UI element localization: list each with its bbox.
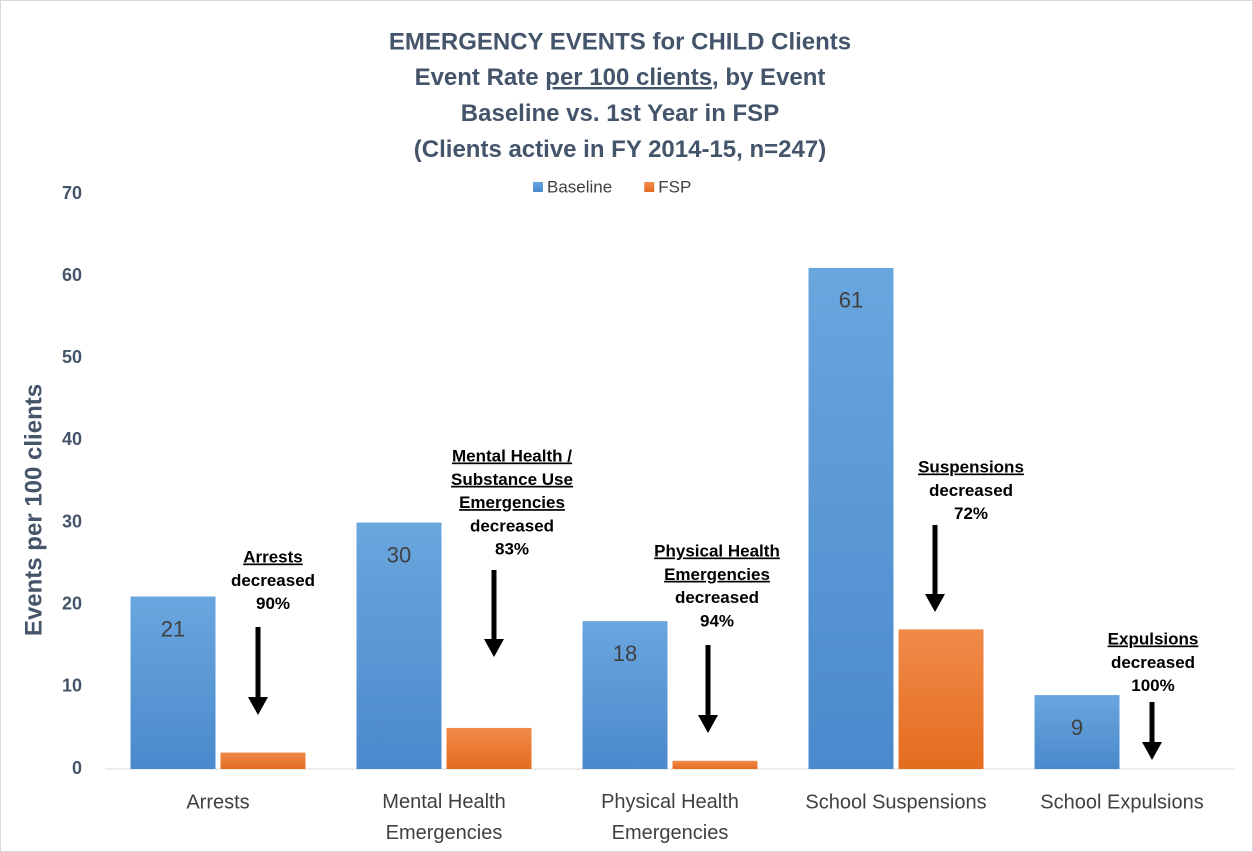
chart-subtitle: (Clients active in FY 2014-15, n=247) xyxy=(414,136,826,163)
value-label: 21 xyxy=(161,616,185,641)
annotation-text: Suspensions xyxy=(918,457,1024,476)
annotation-text: decreased xyxy=(1111,653,1195,672)
annotation-text: 100% xyxy=(1131,676,1174,695)
annotation-text: 83% xyxy=(495,540,529,559)
bar xyxy=(130,596,216,769)
annotation-text: decreased xyxy=(470,516,554,535)
annotation-arrowhead xyxy=(484,639,504,657)
subtitle-part: Event Rate xyxy=(415,64,546,91)
y-axis-label: Events per 100 clients xyxy=(20,384,47,636)
annotation-text: Arrests xyxy=(243,547,303,566)
bar xyxy=(808,267,894,769)
subtitle-part: (Clients active in FY 2014-15, n=247) xyxy=(414,136,826,163)
x-tick-line: Emergencies xyxy=(612,822,729,844)
subtitle-part: Baseline vs. 1st Year in FSP xyxy=(461,100,779,127)
annotation-text: Emergencies xyxy=(664,565,770,584)
legend-label: FSP xyxy=(658,177,691,196)
y-tick-label: 30 xyxy=(62,511,82,531)
annotation-arrowhead xyxy=(698,715,718,733)
bar xyxy=(582,621,668,769)
bar xyxy=(446,727,532,769)
y-tick-label: 70 xyxy=(62,183,82,203)
x-tick-label: School Suspensions xyxy=(805,791,986,813)
annotation-text: 72% xyxy=(954,504,988,523)
annotation-text: decreased xyxy=(675,588,759,607)
x-tick-label: Mental Health Emergencies xyxy=(382,791,505,844)
annotation-text: decreased xyxy=(231,571,315,590)
value-label: 61 xyxy=(839,288,863,313)
x-tick-line: Emergencies xyxy=(386,822,503,844)
annotation-text: decreased xyxy=(929,481,1013,500)
chart-title: EMERGENCY EVENTS for CHILD Clients xyxy=(389,28,851,55)
x-tick-line: Physical Health xyxy=(601,791,739,813)
annotation-arrowhead xyxy=(248,697,268,715)
y-tick-label: 10 xyxy=(62,676,82,696)
chart-subtitle: Baseline vs. 1st Year in FSP xyxy=(461,100,779,127)
value-label: 18 xyxy=(613,641,637,666)
annotation-text: Mental Health / xyxy=(452,446,572,465)
legend-swatch xyxy=(644,182,655,192)
bar xyxy=(898,629,984,769)
chart-subtitle: Event Rate per 100 clients, by Event xyxy=(415,64,826,91)
annotation-text: 90% xyxy=(256,594,290,613)
y-tick-label: 60 xyxy=(62,265,82,285)
x-tick-label: Arrests xyxy=(186,791,249,813)
y-tick-label: 50 xyxy=(62,347,82,367)
annotation-text: Substance Use xyxy=(451,470,573,489)
annotation-arrowhead xyxy=(1142,742,1162,760)
legend-swatch xyxy=(533,182,543,192)
bar xyxy=(672,760,758,769)
y-tick-label: 40 xyxy=(62,429,82,449)
annotation-arrowhead xyxy=(925,594,945,612)
x-tick-label: School Expulsions xyxy=(1040,791,1203,813)
value-label: 30 xyxy=(387,542,411,567)
subtitle-part: per 100 clients xyxy=(545,64,712,91)
bar xyxy=(356,522,442,769)
x-tick-label: Physical Health Emergencies xyxy=(601,791,739,844)
annotation-text: Physical Health xyxy=(654,541,780,560)
y-tick-label: 20 xyxy=(62,593,82,613)
x-tick-line: Mental Health xyxy=(382,791,505,813)
value-label: 9 xyxy=(1071,715,1083,740)
legend-label: Baseline xyxy=(547,177,612,196)
annotation-text: Emergencies xyxy=(459,493,565,512)
bar xyxy=(220,752,306,769)
annotation-text: Expulsions xyxy=(1108,629,1199,648)
annotation-text: 94% xyxy=(700,611,734,630)
subtitle-part: , by Event xyxy=(712,64,825,91)
y-tick-label: 0 xyxy=(72,758,82,778)
bar xyxy=(1034,695,1120,769)
